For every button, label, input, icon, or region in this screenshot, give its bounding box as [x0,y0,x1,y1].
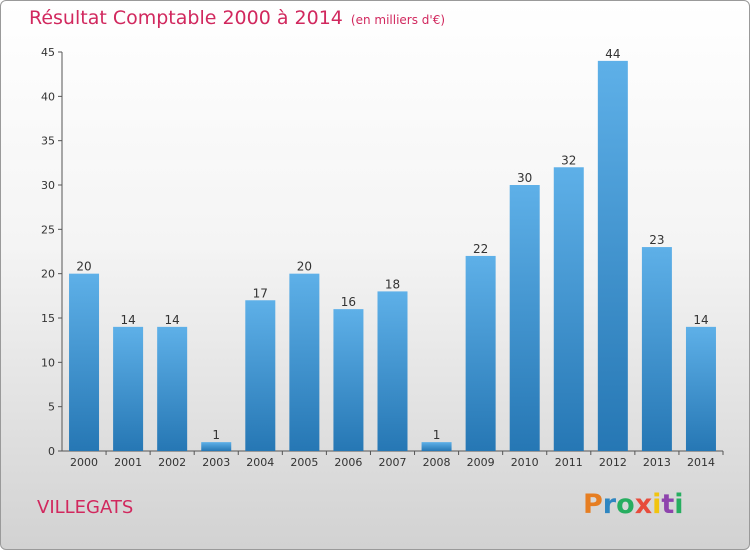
x-tick-label: 2009 [467,456,495,469]
bar-value-label: 14 [165,313,180,327]
bar-value-label: 20 [76,260,91,274]
y-tick-label: 25 [41,223,55,236]
y-tick-label: 0 [48,445,55,458]
x-tick-label: 2011 [555,456,583,469]
x-tick-label: 2005 [290,456,318,469]
bars: 20 14 14 1 17 20 16 18 1 22 30 32 44 23 14 [69,47,716,451]
bar [245,300,276,451]
x-tick-label: 2012 [599,456,627,469]
y-tick-label: 45 [41,46,55,59]
x-tick-label: 2008 [423,456,451,469]
x-tick-label: 2004 [246,456,274,469]
bar [509,185,540,451]
title-text: Résultat Comptable 2000 à 2014 [29,7,343,29]
x-tick-label: 2002 [158,456,186,469]
y-tick-label: 15 [41,312,55,325]
x-tick-label: 2006 [334,456,362,469]
logo-letter: t [661,489,675,520]
y-tick-label: 10 [41,356,55,369]
logo-letter: i [674,489,684,520]
bar [157,326,188,451]
x-tick-label: 2001 [114,456,142,469]
bar-value-label: 1 [433,428,441,442]
bar [377,291,408,451]
bar [421,442,452,451]
bar-value-label: 44 [605,47,620,61]
bar-value-label: 18 [385,277,400,291]
bar-value-label: 22 [473,242,488,256]
bar [641,247,672,451]
logo-letter: o [616,489,635,520]
logo-letter: r [602,489,617,520]
logo-letter: P [583,489,603,520]
bar-value-label: 32 [561,153,576,167]
x-tick-label: 2000 [70,456,98,469]
bar [465,255,496,451]
bar [597,60,628,451]
x-tick-label: 2003 [202,456,230,469]
bar [113,326,144,451]
bar-value-label: 23 [649,233,664,247]
bar [69,273,100,451]
bar-value-label: 17 [253,286,268,300]
logo-letter: x [634,489,653,520]
place-name: VILLEGATS [37,497,134,518]
chart-subtitle: (en milliers d'€) [350,13,446,27]
y-tick-label: 20 [41,268,55,281]
y-tick-label: 35 [41,135,55,148]
bar [553,167,584,451]
x-tick-label: 2014 [687,456,715,469]
bar [289,273,320,451]
logo-letter: i [652,489,662,520]
y-tick-label: 30 [41,179,55,192]
chart-title: Résultat Comptable 2000 à 2014 (en millie… [29,7,445,29]
bar-value-label: 16 [341,295,356,309]
bar [333,309,364,451]
bar-value-label: 20 [297,260,312,274]
bar-value-label: 14 [120,313,135,327]
bar [685,326,716,451]
bar-value-label: 30 [517,171,532,185]
x-tick-label: 2007 [379,456,407,469]
bar-value-label: 1 [212,428,220,442]
bar-value-label: 14 [693,313,708,327]
bar [201,442,232,451]
y-tick-label: 5 [48,401,55,414]
proxiti-logo: Proxiti [583,489,684,520]
x-tick-label: 2013 [643,456,671,469]
x-tick-label: 2010 [511,456,539,469]
y-tick-label: 40 [41,90,55,103]
